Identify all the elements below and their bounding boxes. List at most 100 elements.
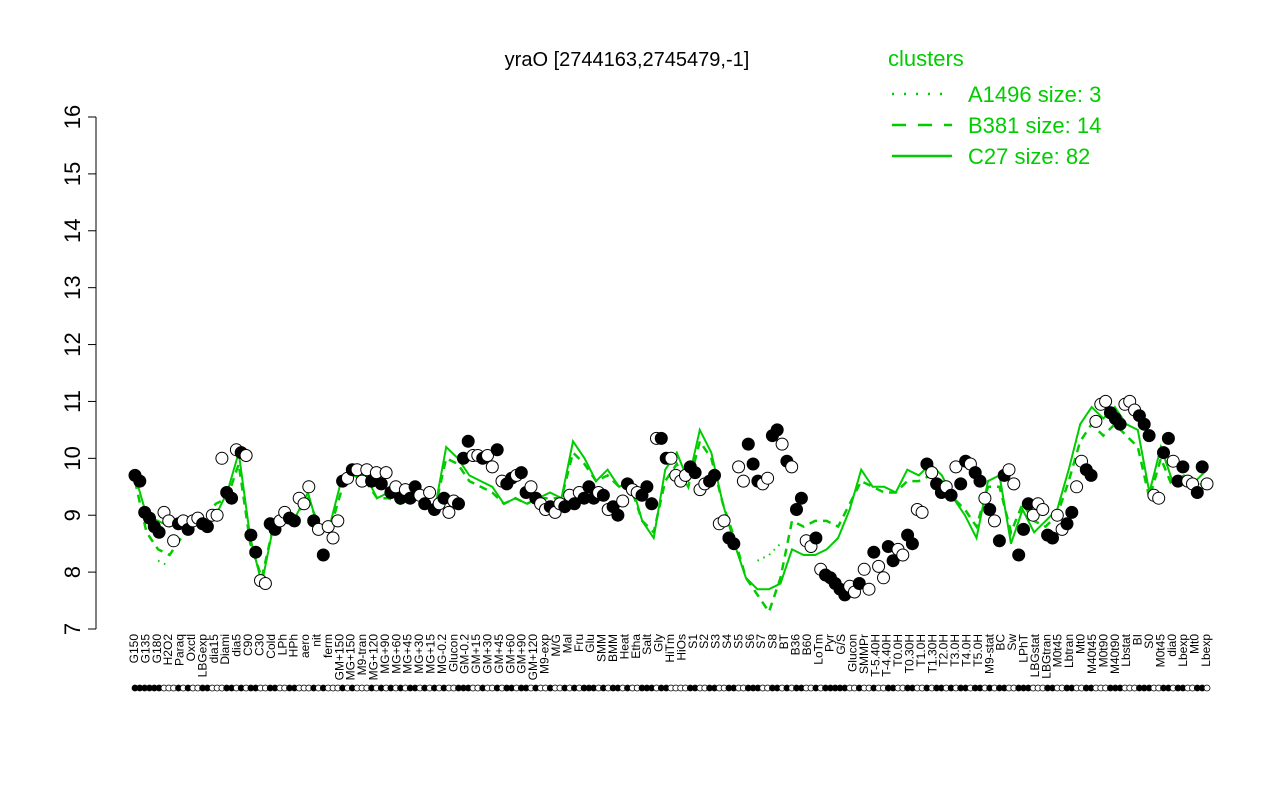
x-tick-label: Fru: [572, 634, 586, 652]
x-tick-label: Mt0: [1188, 634, 1202, 654]
data-point: [490, 443, 504, 457]
x-tick-label: Oxctl: [184, 634, 198, 661]
data-point: [1050, 508, 1064, 522]
x-tick-label: T-5.40H: [868, 634, 882, 677]
data-point: [302, 480, 316, 494]
y-tick-label: 7: [60, 623, 85, 635]
data-point: [326, 531, 340, 545]
x-tick-label: C30: [252, 634, 266, 656]
data-point: [297, 497, 311, 511]
x-tick-label: T0.0H: [891, 634, 905, 667]
x-tick-label: GM+150: [332, 634, 346, 681]
data-point: [1157, 446, 1170, 460]
x-tick-label: G/S: [834, 634, 848, 655]
data-point: [1026, 508, 1040, 522]
data-point: [442, 505, 456, 519]
x-tick-label: Etha: [629, 634, 643, 659]
data-point: [867, 545, 881, 559]
data-point: [732, 460, 746, 474]
data-point: [872, 559, 886, 573]
data-point: [664, 451, 678, 465]
data-point: [1012, 548, 1026, 562]
x-tick-label: S5: [731, 634, 745, 649]
data-point: [1060, 517, 1074, 531]
x-tick-labels: G150G135G180H2O2ParaqOxctlLBGexpdia15Dia…: [127, 633, 1213, 680]
data-point: [741, 437, 755, 451]
x-tick-label: ferm: [321, 634, 335, 658]
chart-title: yraO [2744163,2745479,-1]: [505, 49, 750, 71]
data-point: [200, 520, 214, 534]
y-tick-label: 8: [60, 566, 85, 578]
x-tick-label: T1.0H: [914, 634, 928, 667]
data-point: [244, 528, 258, 542]
y-tick-label: 16: [60, 105, 85, 129]
x-tick-label: MG+90: [378, 634, 392, 674]
x-tick-label: B36: [788, 634, 802, 656]
x-tick-label: Lbexp: [1199, 634, 1213, 667]
x-tick-label: GM+120: [526, 634, 540, 681]
y-tick-label: 15: [60, 162, 85, 186]
x-tick-label: Mal: [560, 634, 574, 653]
x-tick-label: C90: [241, 634, 255, 656]
data-point: [746, 457, 760, 471]
rug-mark: [1203, 684, 1211, 692]
x-tick-label: MG+150: [344, 634, 358, 681]
data-point: [736, 474, 750, 488]
data-point: [514, 466, 528, 480]
x-tick-label: Paraq: [173, 634, 187, 666]
data-point: [258, 577, 272, 590]
data-point: [886, 554, 900, 568]
x-tick-label: dia15: [207, 634, 221, 664]
x-tick-label: T-4.40H: [880, 634, 894, 677]
data-point: [925, 466, 939, 480]
x-tick-label: MG+60: [389, 634, 403, 674]
x-tick-label: M9-stat: [982, 633, 996, 674]
data-points: [128, 394, 1214, 602]
y-tick-label: 9: [60, 509, 85, 521]
data-point: [1190, 486, 1204, 499]
data-point: [167, 534, 181, 548]
data-point: [1113, 417, 1127, 431]
data-point: [1046, 531, 1059, 545]
x-tick-label: Gly: [652, 634, 666, 652]
data-point: [596, 488, 610, 502]
x-tick-label: S1: [686, 634, 700, 649]
x-tick-label: HPh: [287, 634, 301, 657]
data-point: [481, 449, 494, 462]
y-tick-label: 14: [60, 219, 85, 243]
data-point: [249, 545, 263, 559]
x-tick-label: T4.0H: [960, 634, 974, 667]
x-tick-label: Glucon: [446, 634, 460, 672]
data-point: [645, 497, 659, 511]
data-point: [727, 537, 741, 551]
data-point: [775, 437, 789, 451]
x-tick-label: S6: [743, 634, 757, 649]
x-tick-label: BMM: [606, 634, 620, 662]
y-tick-label: 13: [60, 275, 85, 299]
data-point: [790, 503, 803, 516]
x-tick-label: Pyr: [823, 634, 837, 652]
x-tick-label: G150: [127, 634, 141, 664]
x-tick-label: LPhT: [1017, 633, 1031, 662]
x-tick-label: dia5: [230, 634, 244, 657]
x-tick-label: aero: [298, 634, 312, 658]
data-point: [331, 514, 345, 528]
data-point: [567, 497, 581, 511]
x-tick-label: dia0: [1165, 634, 1179, 657]
x-tick-label: T0.30H: [903, 634, 917, 673]
x-tick-label: Lbexp: [1176, 634, 1190, 667]
data-point: [1084, 468, 1098, 482]
x-tick-label: SMM: [595, 634, 609, 662]
y-tick-label: 11: [60, 390, 85, 413]
x-tick-label: S0: [1142, 634, 1156, 649]
data-point: [225, 491, 239, 505]
x-tick-label: GM+45: [492, 634, 506, 674]
data-point: [877, 571, 890, 585]
y-tick-label: 12: [60, 332, 85, 356]
x-tick-label: MG+30: [412, 634, 426, 674]
data-point: [1137, 417, 1151, 431]
x-tick-label: M0t45: [1153, 634, 1167, 668]
x-tick-label: GM+30: [481, 634, 495, 674]
x-tick-label: G135: [138, 634, 152, 664]
data-point: [988, 514, 1001, 528]
